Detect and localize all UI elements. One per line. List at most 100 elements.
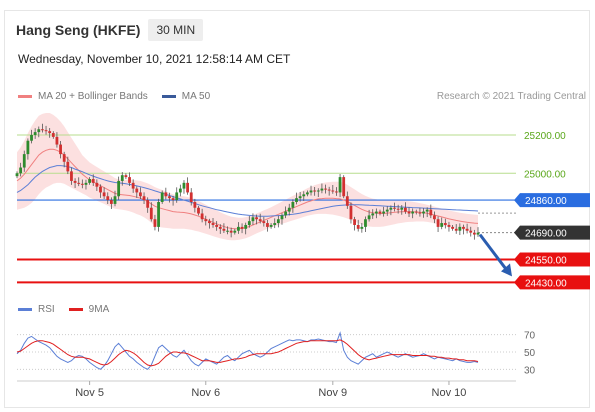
instrument-title: Hang Seng (HKFE) <box>16 22 141 38</box>
x-tick-label: Nov 6 <box>191 387 220 399</box>
candle-body <box>422 211 425 214</box>
candle-body <box>400 207 404 210</box>
candle-body <box>284 211 288 216</box>
candle-body <box>233 230 237 233</box>
candle-body <box>99 186 102 193</box>
x-tick-label: Nov 5 <box>75 387 104 399</box>
candle-body <box>178 188 182 193</box>
x-tick-label: Nov 9 <box>318 387 347 399</box>
candle-body <box>124 175 128 178</box>
candle-body <box>327 189 331 191</box>
candle-body <box>59 144 62 155</box>
legend-ma20-label: MA 20 + Bollinger Bands <box>38 91 148 102</box>
candle-body <box>70 171 73 181</box>
candle-body <box>204 219 208 222</box>
level-label-1: 25000.00 <box>524 169 566 180</box>
candle-body <box>33 132 37 135</box>
candle-body <box>139 192 142 197</box>
candle-body <box>276 219 280 224</box>
candle-body <box>19 167 23 174</box>
candle-body <box>367 215 371 220</box>
candle-body <box>200 213 204 220</box>
forecast-arrow-shaft <box>478 233 509 272</box>
candle-body <box>247 221 251 225</box>
ma9-swatch-icon <box>68 308 83 311</box>
candle-body <box>237 226 240 231</box>
candle-body <box>171 198 175 201</box>
candle-body <box>102 192 106 197</box>
candle-body <box>182 182 186 189</box>
level-label-2: 24860.00 <box>525 196 567 207</box>
candle-body <box>95 182 99 187</box>
candle-body <box>349 205 353 220</box>
candle-body <box>73 180 77 183</box>
candle-body <box>389 207 393 210</box>
level-label-3: 24690.00 <box>525 229 567 240</box>
candle-body <box>80 183 84 185</box>
candle-body <box>436 219 440 227</box>
candle-body <box>251 217 255 222</box>
credit-text: Research © 2021 Trading Central <box>436 91 586 102</box>
rsi-ma9-line <box>16 339 479 367</box>
level-badge-2 <box>514 193 590 208</box>
legend-9ma: 9MA <box>68 304 109 315</box>
forecast-arrow-head-icon <box>501 263 512 277</box>
candle-body <box>168 196 171 199</box>
rsi-tick-label: 70 <box>524 331 536 342</box>
candle-body <box>291 202 295 208</box>
level-badge-4 <box>514 252 590 267</box>
candle-body <box>244 224 248 229</box>
candle-body <box>226 230 229 232</box>
timeframe-badge[interactable]: 30 MIN <box>148 19 204 41</box>
legend-rsi-label: RSI <box>38 304 55 315</box>
level-badge-5 <box>514 275 590 290</box>
candle-body <box>295 198 298 202</box>
candle-body <box>175 192 179 201</box>
candle-body <box>106 196 110 201</box>
candle-body <box>396 208 400 210</box>
candle-body <box>462 226 465 229</box>
chart-header: Hang Seng (HKFE) 30 MIN <box>16 18 204 42</box>
candle-body <box>109 200 113 204</box>
candle-body <box>382 211 386 214</box>
candle-body <box>146 200 150 208</box>
legend-ma50-label: MA 50 <box>181 91 211 102</box>
candle-body <box>153 219 157 227</box>
candle-body <box>128 177 131 183</box>
candle-body <box>385 209 389 212</box>
candle-body <box>280 215 284 220</box>
candle-body <box>425 209 429 212</box>
candle-body <box>22 154 26 168</box>
ma50-swatch-icon <box>161 95 176 98</box>
candle-body <box>331 190 335 192</box>
candle-body <box>338 177 342 193</box>
candle-body <box>454 228 458 231</box>
candle-body <box>218 226 222 229</box>
rsi-tick-label: 50 <box>524 348 536 359</box>
candle-body <box>37 129 41 133</box>
candle-body <box>451 226 454 229</box>
candle-body <box>313 190 317 192</box>
candle-body <box>157 202 160 227</box>
candle-body <box>469 230 473 233</box>
candle-body <box>476 232 480 235</box>
ma50-line <box>16 165 479 217</box>
candle-body <box>440 223 444 227</box>
candle-body <box>142 196 146 201</box>
candle-body <box>269 224 273 227</box>
candle-body <box>113 196 117 204</box>
candle-body <box>393 207 396 209</box>
candle-body <box>117 180 121 197</box>
candle-body <box>88 179 91 183</box>
candle-body <box>472 232 476 235</box>
candle-body <box>298 196 302 199</box>
candle-body <box>371 213 375 216</box>
candle-body <box>258 219 262 222</box>
candle-body <box>262 221 266 224</box>
candle-body <box>345 196 349 206</box>
candle-body <box>30 134 33 141</box>
bollinger-band <box>17 113 478 241</box>
candle-body <box>465 228 469 231</box>
candle-body <box>411 211 415 214</box>
candle-body <box>418 212 422 214</box>
